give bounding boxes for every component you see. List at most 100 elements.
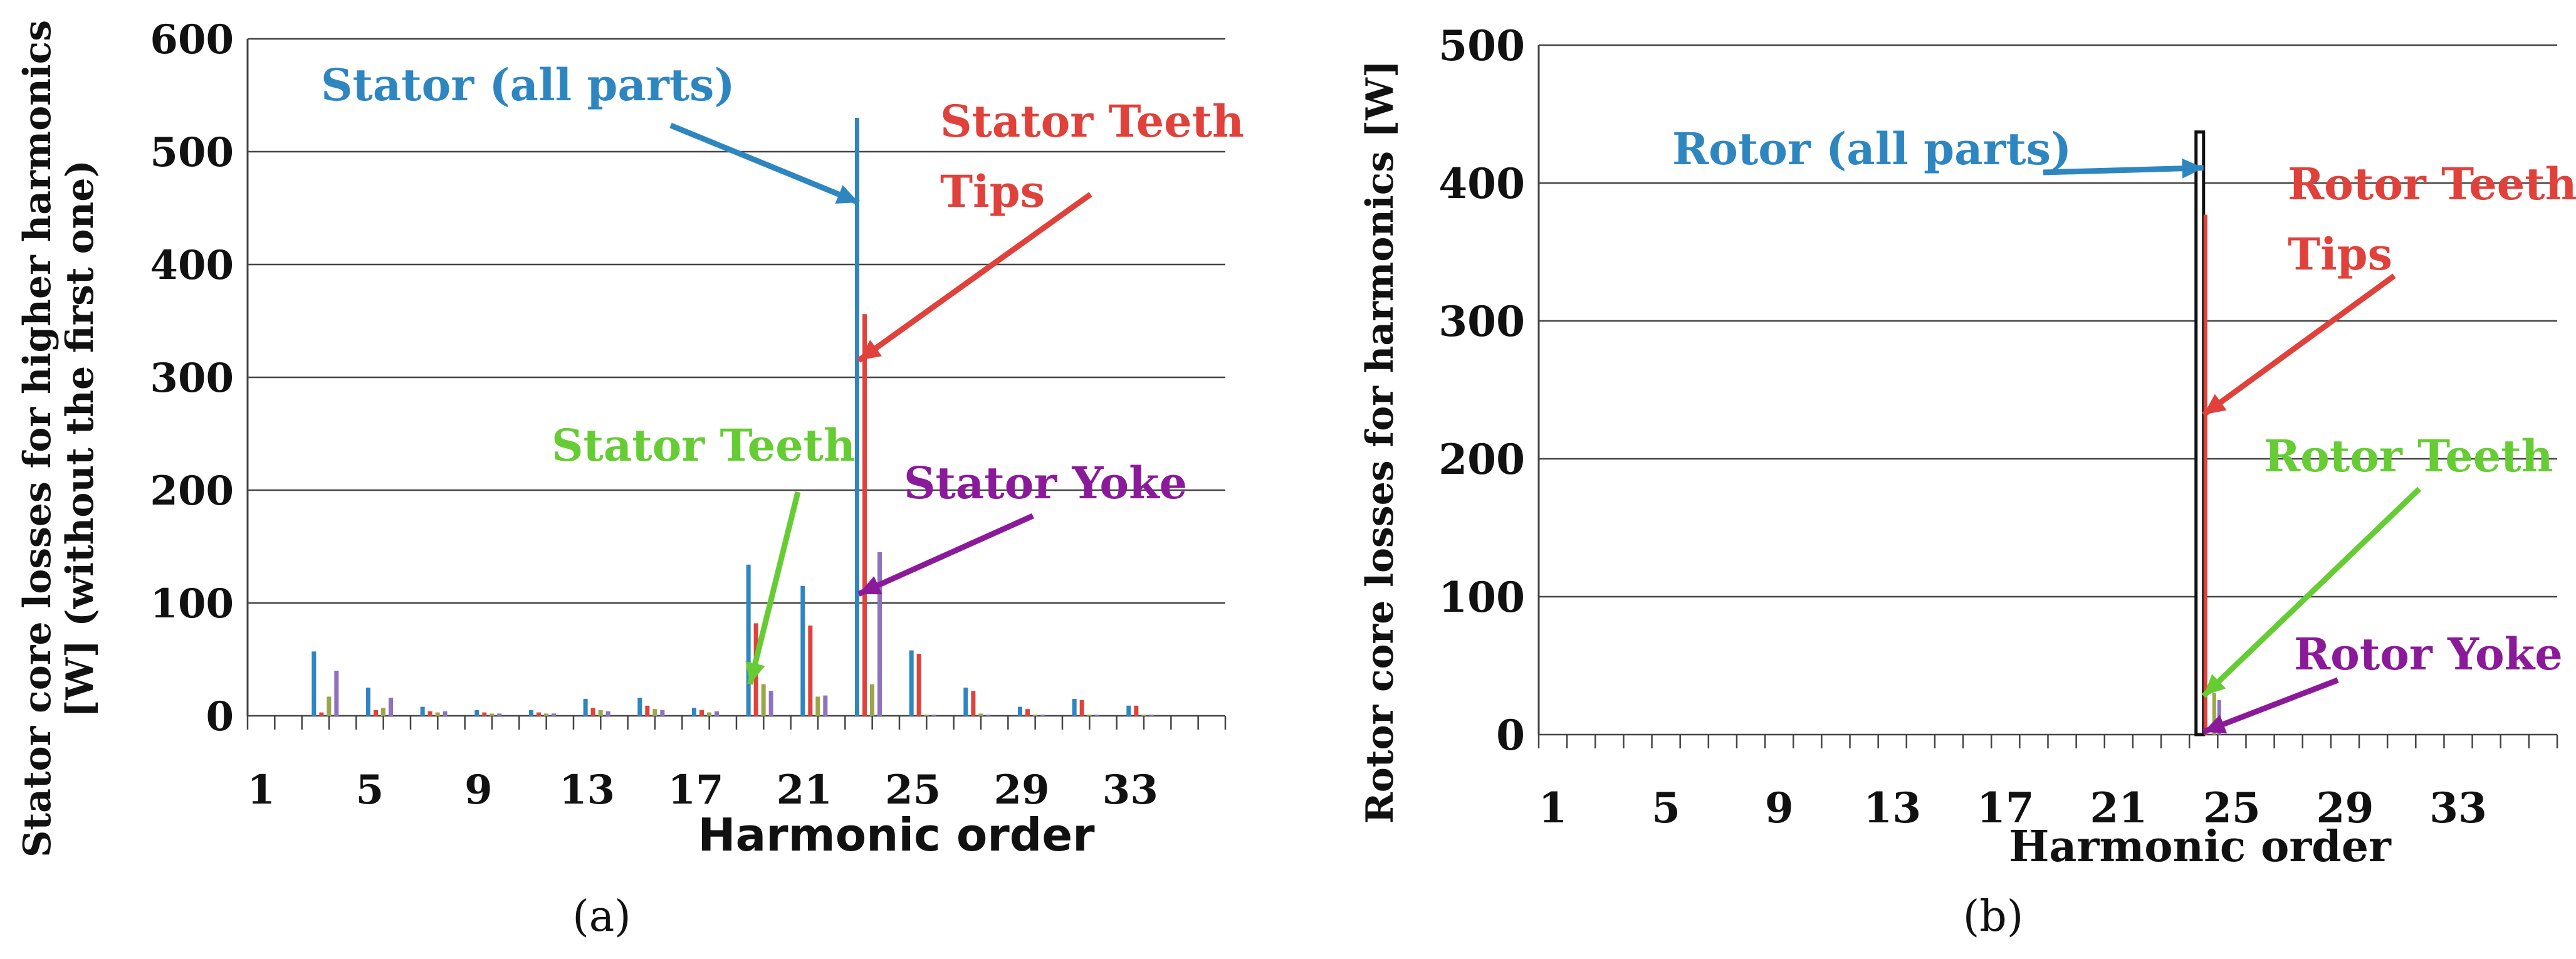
x-tick-label: 9 (464, 767, 493, 814)
bar-tips (2203, 214, 2207, 735)
bar-yoke (986, 715, 991, 716)
annotation-arrow-teeth (2201, 486, 2422, 698)
annotation-arrowhead-tips (2203, 394, 2227, 415)
bar-all (420, 706, 425, 716)
bar-all (2194, 130, 2206, 736)
bar-tips (645, 705, 650, 716)
bar-teeth (924, 715, 929, 716)
annotation-arrow-tips (857, 192, 1092, 363)
annotation-arrow-yoke (857, 513, 1034, 597)
x-tick-label: 9 (1765, 783, 1794, 832)
panel-label: (b) (1963, 892, 2024, 941)
bar-all (474, 710, 479, 716)
x-tick-label: 25 (2203, 783, 2261, 832)
bar-tips (590, 708, 595, 716)
bar-teeth (2212, 693, 2216, 735)
bar-teeth (815, 696, 820, 716)
annotation-arrowhead-teeth (745, 661, 765, 684)
bar-all (692, 708, 696, 716)
panel-label: (a) (572, 892, 631, 941)
annotation-arrowhead-all (835, 185, 859, 204)
annotation-arrow-tips (2202, 273, 2396, 417)
x-tick-label: 29 (993, 767, 1049, 814)
annotation-tips: Tips (2288, 228, 2392, 280)
bar-all (1126, 705, 1131, 716)
bar-all (366, 688, 370, 716)
y-tick-label: 100 (150, 580, 234, 627)
bar-all (963, 688, 968, 716)
bar-yoke (1040, 715, 1045, 716)
bar-all (637, 698, 642, 716)
bar-yoke (768, 691, 773, 716)
bar-teeth (1087, 715, 1092, 716)
chart-panel-a: 0 100 200 300 400 500 600 1 5 9 13 17 21 25 29 33Harmon… (16, 16, 1244, 941)
annotation-teeth: Stator Teeth (552, 419, 856, 471)
bar-yoke (605, 711, 610, 716)
x-tick-label: 21 (2090, 783, 2147, 832)
y-tick-label: 300 (1438, 297, 1525, 346)
x-tick-label: 17 (668, 767, 723, 814)
bar-tips (427, 711, 432, 716)
bar-yoke (877, 552, 882, 716)
x-tick-label: 17 (1977, 783, 2034, 832)
bar-tips (319, 712, 324, 716)
bar-teeth (978, 713, 983, 716)
y-tick-label: 0 (1496, 711, 1525, 760)
bar-tips (482, 712, 487, 716)
bar-yoke (389, 698, 393, 716)
bar-teeth (327, 696, 332, 716)
bar-tips (916, 654, 921, 716)
bar-yoke (1149, 715, 1154, 716)
annotation-tips: Stator Teeth (940, 95, 1244, 147)
bar-yoke (931, 715, 936, 716)
bar-teeth (598, 710, 603, 716)
annotation-arrowhead-teeth (2203, 674, 2226, 696)
y-axis-label: Stator core losses for higher harmonics (16, 20, 60, 857)
annotation-arrowhead-yoke (859, 576, 882, 595)
x-axis-label: Harmonic order (2009, 822, 2392, 872)
y-tick-label: 200 (150, 468, 234, 515)
x-axis-label: Harmonic order (698, 809, 1095, 861)
y-tick-label: 200 (1438, 435, 1525, 484)
bar-tips (1134, 705, 1139, 716)
bar-all (800, 586, 805, 716)
bar-teeth (652, 709, 657, 716)
bar-yoke (552, 713, 556, 716)
annotation-tips: Tips (940, 165, 1045, 217)
y-tick-label: 100 (1438, 573, 1525, 622)
bar-all (1072, 699, 1077, 716)
bar-tips (699, 710, 704, 716)
bar-tips (374, 710, 378, 716)
annotation-arrow-all (2043, 165, 2204, 176)
bar-all (1018, 706, 1022, 716)
bar-all (312, 651, 317, 716)
y-tick-label: 600 (150, 16, 234, 63)
x-tick-label: 25 (885, 767, 941, 814)
bar-yoke (1094, 715, 1099, 716)
bar-teeth (707, 712, 711, 716)
x-tick-label: 33 (1102, 767, 1158, 814)
annotation-arrow-teeth (747, 491, 801, 685)
bar-teeth (544, 713, 548, 716)
bar-teeth (435, 712, 440, 716)
bar-tips (862, 314, 867, 716)
bar-teeth (761, 684, 766, 716)
y-tick-label: 300 (150, 355, 234, 402)
bar-yoke (497, 713, 502, 716)
annotation-teeth: Rotor Teeth (2264, 430, 2553, 482)
x-tick-label: 33 (2429, 783, 2487, 832)
bar-all (529, 710, 533, 716)
bar-yoke (334, 671, 339, 716)
x-tick-label: 13 (1863, 783, 1921, 832)
bar-teeth (1141, 715, 1146, 716)
bar-yoke (823, 695, 828, 716)
y-tick-label: 400 (1438, 159, 1525, 208)
bar-teeth (490, 713, 495, 716)
y-tick-label: 400 (150, 242, 234, 289)
x-tick-label: 1 (1539, 783, 1568, 832)
bar-all (746, 564, 751, 716)
annotation-tips: Rotor Teeth (2288, 158, 2576, 210)
annotation-yoke: Rotor Yoke (2294, 628, 2563, 680)
